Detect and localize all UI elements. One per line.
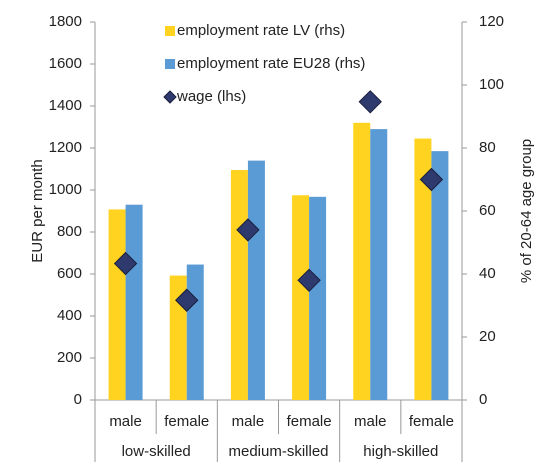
x-tick-label: female — [409, 413, 454, 430]
bar — [414, 138, 432, 401]
y2-axis-title: % of 20-64 age group — [518, 139, 535, 283]
x-tick-label: male — [232, 413, 265, 430]
bar — [230, 170, 248, 400]
x-tick-label: female — [164, 413, 209, 430]
x-tick-label: female — [287, 413, 332, 430]
wage-marker — [113, 251, 138, 276]
y-tick-label: 600 — [57, 265, 82, 282]
y-tick-label: 1600 — [49, 55, 82, 72]
x-tick-label: male — [109, 413, 142, 430]
legend-swatch — [163, 90, 177, 104]
y2-tick-label: 80 — [479, 139, 496, 156]
y2-tick-label: 120 — [479, 13, 504, 30]
wage-marker — [236, 218, 260, 242]
legend-label: employment rate LV (rhs) — [177, 22, 345, 39]
y2-tick-label: 100 — [479, 76, 504, 93]
y-axis-title: EUR per month — [29, 159, 46, 262]
bar — [108, 209, 126, 400]
bar — [353, 122, 371, 401]
group-label: low-skilled — [122, 443, 191, 460]
y-tick-label: 0 — [74, 391, 82, 408]
legend-label: employment rate EU28 (rhs) — [177, 55, 365, 72]
x-tick-label: male — [354, 413, 387, 430]
y-tick-label: 1400 — [49, 97, 82, 114]
bar — [186, 264, 204, 400]
y2-tick-label: 0 — [479, 391, 487, 408]
bar — [125, 204, 143, 400]
y-tick-label: 1800 — [49, 13, 82, 30]
wage-marker — [419, 167, 444, 192]
wage-marker — [175, 288, 199, 312]
y-tick-label: 400 — [57, 307, 82, 324]
y-tick-label: 1000 — [49, 181, 82, 198]
legend-swatch — [165, 26, 175, 36]
bar — [292, 195, 310, 400]
wage-marker — [358, 90, 382, 114]
group-label: high-skilled — [363, 443, 438, 460]
y-tick-label: 800 — [57, 223, 82, 240]
legend-swatch — [165, 59, 175, 69]
legend-label: wage (lhs) — [176, 88, 246, 105]
y2-tick-label: 20 — [479, 328, 496, 345]
y2-tick-label: 40 — [479, 265, 496, 282]
bar — [370, 129, 388, 400]
wage-marker — [297, 268, 321, 293]
y-tick-label: 1200 — [49, 139, 82, 156]
y-tick-label: 200 — [57, 349, 82, 366]
y2-tick-label: 60 — [479, 202, 496, 219]
bar — [431, 151, 449, 400]
bar — [309, 196, 327, 400]
bar — [247, 160, 265, 400]
group-label: medium-skilled — [228, 443, 328, 460]
